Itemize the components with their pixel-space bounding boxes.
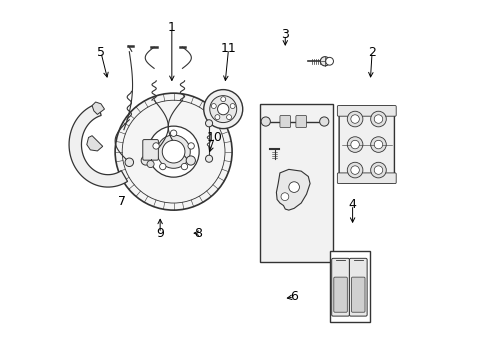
Text: 7: 7 xyxy=(118,195,126,208)
FancyBboxPatch shape xyxy=(337,105,395,116)
Circle shape xyxy=(170,130,177,136)
Polygon shape xyxy=(69,103,127,187)
Text: 8: 8 xyxy=(194,227,202,240)
Circle shape xyxy=(215,114,220,120)
Circle shape xyxy=(203,90,242,129)
Text: 6: 6 xyxy=(289,291,298,303)
Circle shape xyxy=(320,57,329,66)
FancyBboxPatch shape xyxy=(349,258,366,316)
Text: 2: 2 xyxy=(367,46,375,59)
Circle shape xyxy=(209,96,236,123)
Circle shape xyxy=(181,163,187,170)
Circle shape xyxy=(125,158,133,167)
Circle shape xyxy=(147,161,154,168)
Circle shape xyxy=(148,126,199,177)
Circle shape xyxy=(220,97,225,102)
Circle shape xyxy=(115,93,232,210)
Circle shape xyxy=(373,140,382,149)
Circle shape xyxy=(370,162,386,178)
Circle shape xyxy=(288,182,299,192)
Circle shape xyxy=(281,193,288,201)
Circle shape xyxy=(162,140,184,163)
Text: 10: 10 xyxy=(206,131,222,144)
Circle shape xyxy=(187,143,194,149)
Circle shape xyxy=(346,162,362,178)
Bar xyxy=(260,104,332,261)
Polygon shape xyxy=(92,102,104,114)
FancyBboxPatch shape xyxy=(333,277,346,312)
Circle shape xyxy=(157,135,190,168)
Circle shape xyxy=(205,155,212,162)
Text: 3: 3 xyxy=(281,28,288,41)
Bar xyxy=(329,251,369,322)
FancyBboxPatch shape xyxy=(337,173,395,184)
Circle shape xyxy=(230,104,235,108)
Circle shape xyxy=(153,143,159,149)
FancyBboxPatch shape xyxy=(351,277,364,312)
FancyBboxPatch shape xyxy=(295,116,306,127)
Text: 11: 11 xyxy=(220,42,236,55)
Circle shape xyxy=(346,137,362,152)
Polygon shape xyxy=(276,169,309,210)
Circle shape xyxy=(350,140,359,149)
FancyBboxPatch shape xyxy=(142,140,158,160)
FancyBboxPatch shape xyxy=(331,258,349,316)
Circle shape xyxy=(211,104,216,108)
Text: 4: 4 xyxy=(348,198,356,211)
Circle shape xyxy=(186,156,195,165)
Text: 5: 5 xyxy=(97,46,105,59)
Circle shape xyxy=(217,103,228,115)
Circle shape xyxy=(319,117,328,126)
FancyBboxPatch shape xyxy=(279,116,290,127)
Circle shape xyxy=(350,115,359,123)
Circle shape xyxy=(350,166,359,174)
Circle shape xyxy=(205,120,212,127)
Circle shape xyxy=(261,117,270,126)
Text: 1: 1 xyxy=(167,21,175,34)
Circle shape xyxy=(370,111,386,127)
Circle shape xyxy=(370,137,386,152)
Circle shape xyxy=(325,57,333,65)
Circle shape xyxy=(346,111,362,127)
Polygon shape xyxy=(86,136,102,151)
Circle shape xyxy=(373,166,382,174)
Text: 9: 9 xyxy=(156,227,164,240)
FancyBboxPatch shape xyxy=(339,106,394,183)
Circle shape xyxy=(141,156,150,165)
Circle shape xyxy=(159,163,165,170)
Circle shape xyxy=(226,114,231,120)
Circle shape xyxy=(373,115,382,123)
